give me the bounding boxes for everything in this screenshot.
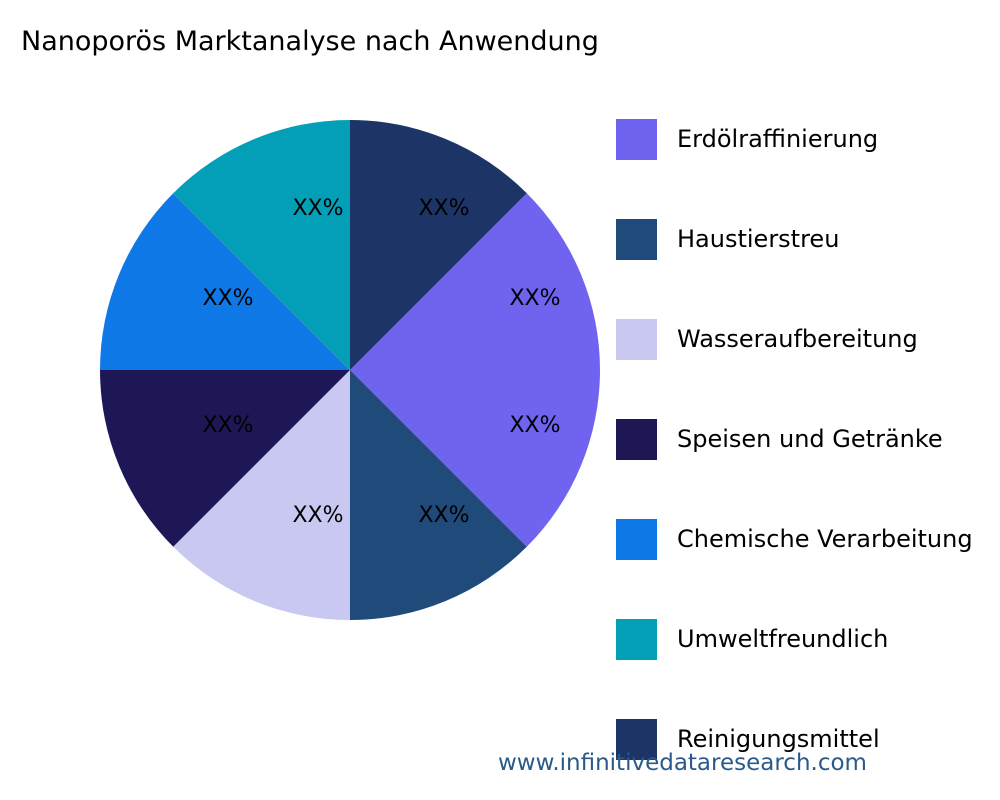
slice-percent-label: XX% — [509, 413, 560, 438]
legend-swatch — [616, 118, 657, 160]
legend-swatch — [616, 518, 657, 560]
pie-slice-speisen-und-getr-nke[interactable] — [100, 370, 350, 547]
chart-title: Nanoporös Marktanalyse nach Anwendung — [21, 26, 599, 57]
legend-label: Speisen und Getränke — [677, 425, 943, 453]
legend-item-wasseraufbereitung[interactable]: Wasseraufbereitung — [616, 318, 918, 360]
legend-swatch — [616, 618, 657, 660]
legend-swatch — [616, 418, 657, 460]
legend-item-speisen-und-getraenke[interactable]: Speisen und Getränke — [616, 418, 943, 460]
legend-swatch — [616, 218, 657, 260]
slice-percent-label: XX% — [418, 196, 469, 221]
legend-label: Haustierstreu — [677, 225, 840, 253]
legend-swatch — [616, 318, 657, 360]
slice-percent-label: XX% — [202, 413, 253, 438]
legend-label: Reinigungsmittel — [677, 725, 880, 753]
pie-slice-chemische-verarbeitung[interactable] — [100, 193, 350, 370]
pie-slice-reinigungsmittel[interactable] — [350, 120, 527, 370]
legend-item-chemische-verarbeitung[interactable]: Chemische Verarbeitung — [616, 518, 973, 560]
legend-swatch — [616, 718, 657, 760]
legend-label: Umweltfreundlich — [677, 625, 889, 653]
pie-slice-wasseraufbereitung[interactable] — [173, 370, 350, 620]
slice-percent-label: XX% — [292, 196, 343, 221]
pie-slice-haustierstreu[interactable] — [350, 370, 527, 620]
watermark: www.infinitivedataresearch.com — [498, 750, 867, 776]
legend-label: Erdölraffinierung — [677, 125, 879, 153]
pie-slice-umweltfreundlich[interactable] — [173, 120, 350, 370]
legend-label: Chemische Verarbeitung — [677, 525, 973, 553]
slice-percent-label: XX% — [509, 286, 560, 311]
legend-label: Wasseraufbereitung — [677, 325, 918, 353]
pie-slice-erd-lraffinierung[interactable] — [350, 193, 600, 547]
legend-item-umweltfreundlich[interactable]: Umweltfreundlich — [616, 618, 888, 660]
legend-item-erdoelraffinierung[interactable]: Erdölraffinierung — [616, 118, 878, 160]
legend-item-reinigungsmittel[interactable]: Reinigungsmittel — [616, 718, 880, 760]
slice-percent-label: XX% — [418, 503, 469, 528]
legend-item-haustierstreu[interactable]: Haustierstreu — [616, 218, 839, 260]
slice-percent-label: XX% — [292, 503, 343, 528]
slice-percent-label: XX% — [202, 286, 253, 311]
